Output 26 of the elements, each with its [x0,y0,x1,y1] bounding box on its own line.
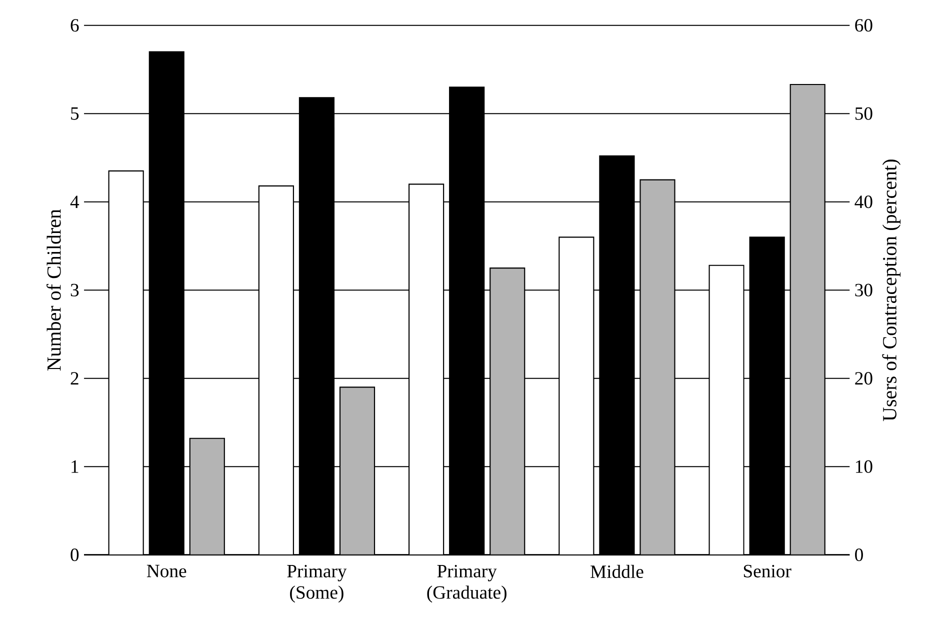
x-tick-label: None [146,565,186,578]
y-tick-label: 4 [70,196,80,208]
bar [790,84,826,556]
y-tick-label: 1 [72,460,78,473]
y2-axis-title: Users of Contraception (percent) [882,160,901,422]
x-tick-label: Primary (Some) [287,565,347,603]
x-tick-label: Primary (Graduate) [427,565,506,603]
y2-tick-label: 10 [856,460,872,474]
y-tick-label: 0 [70,548,79,562]
y2-tick-label: 0 [855,548,863,562]
bar [189,438,225,556]
x-tick-label: Senior [744,565,792,578]
x-tick-label: Middle [590,565,644,578]
y-tick-label: 5 [71,108,79,120]
y2-tick-label: 20 [855,372,872,385]
y-tick-label: 6 [70,19,79,32]
y-axis-title: Number of Children [46,209,61,371]
bar [640,179,676,556]
y2-tick-label: 60 [855,19,872,32]
y-tick-label: 2 [70,372,78,385]
y-tick-label: 3 [70,284,79,297]
y2-tick-label: 30 [855,284,872,297]
y2-tick-label: 50 [855,108,872,120]
y2-tick-label: 40 [854,196,872,208]
bar [490,268,526,556]
bar [339,386,376,556]
